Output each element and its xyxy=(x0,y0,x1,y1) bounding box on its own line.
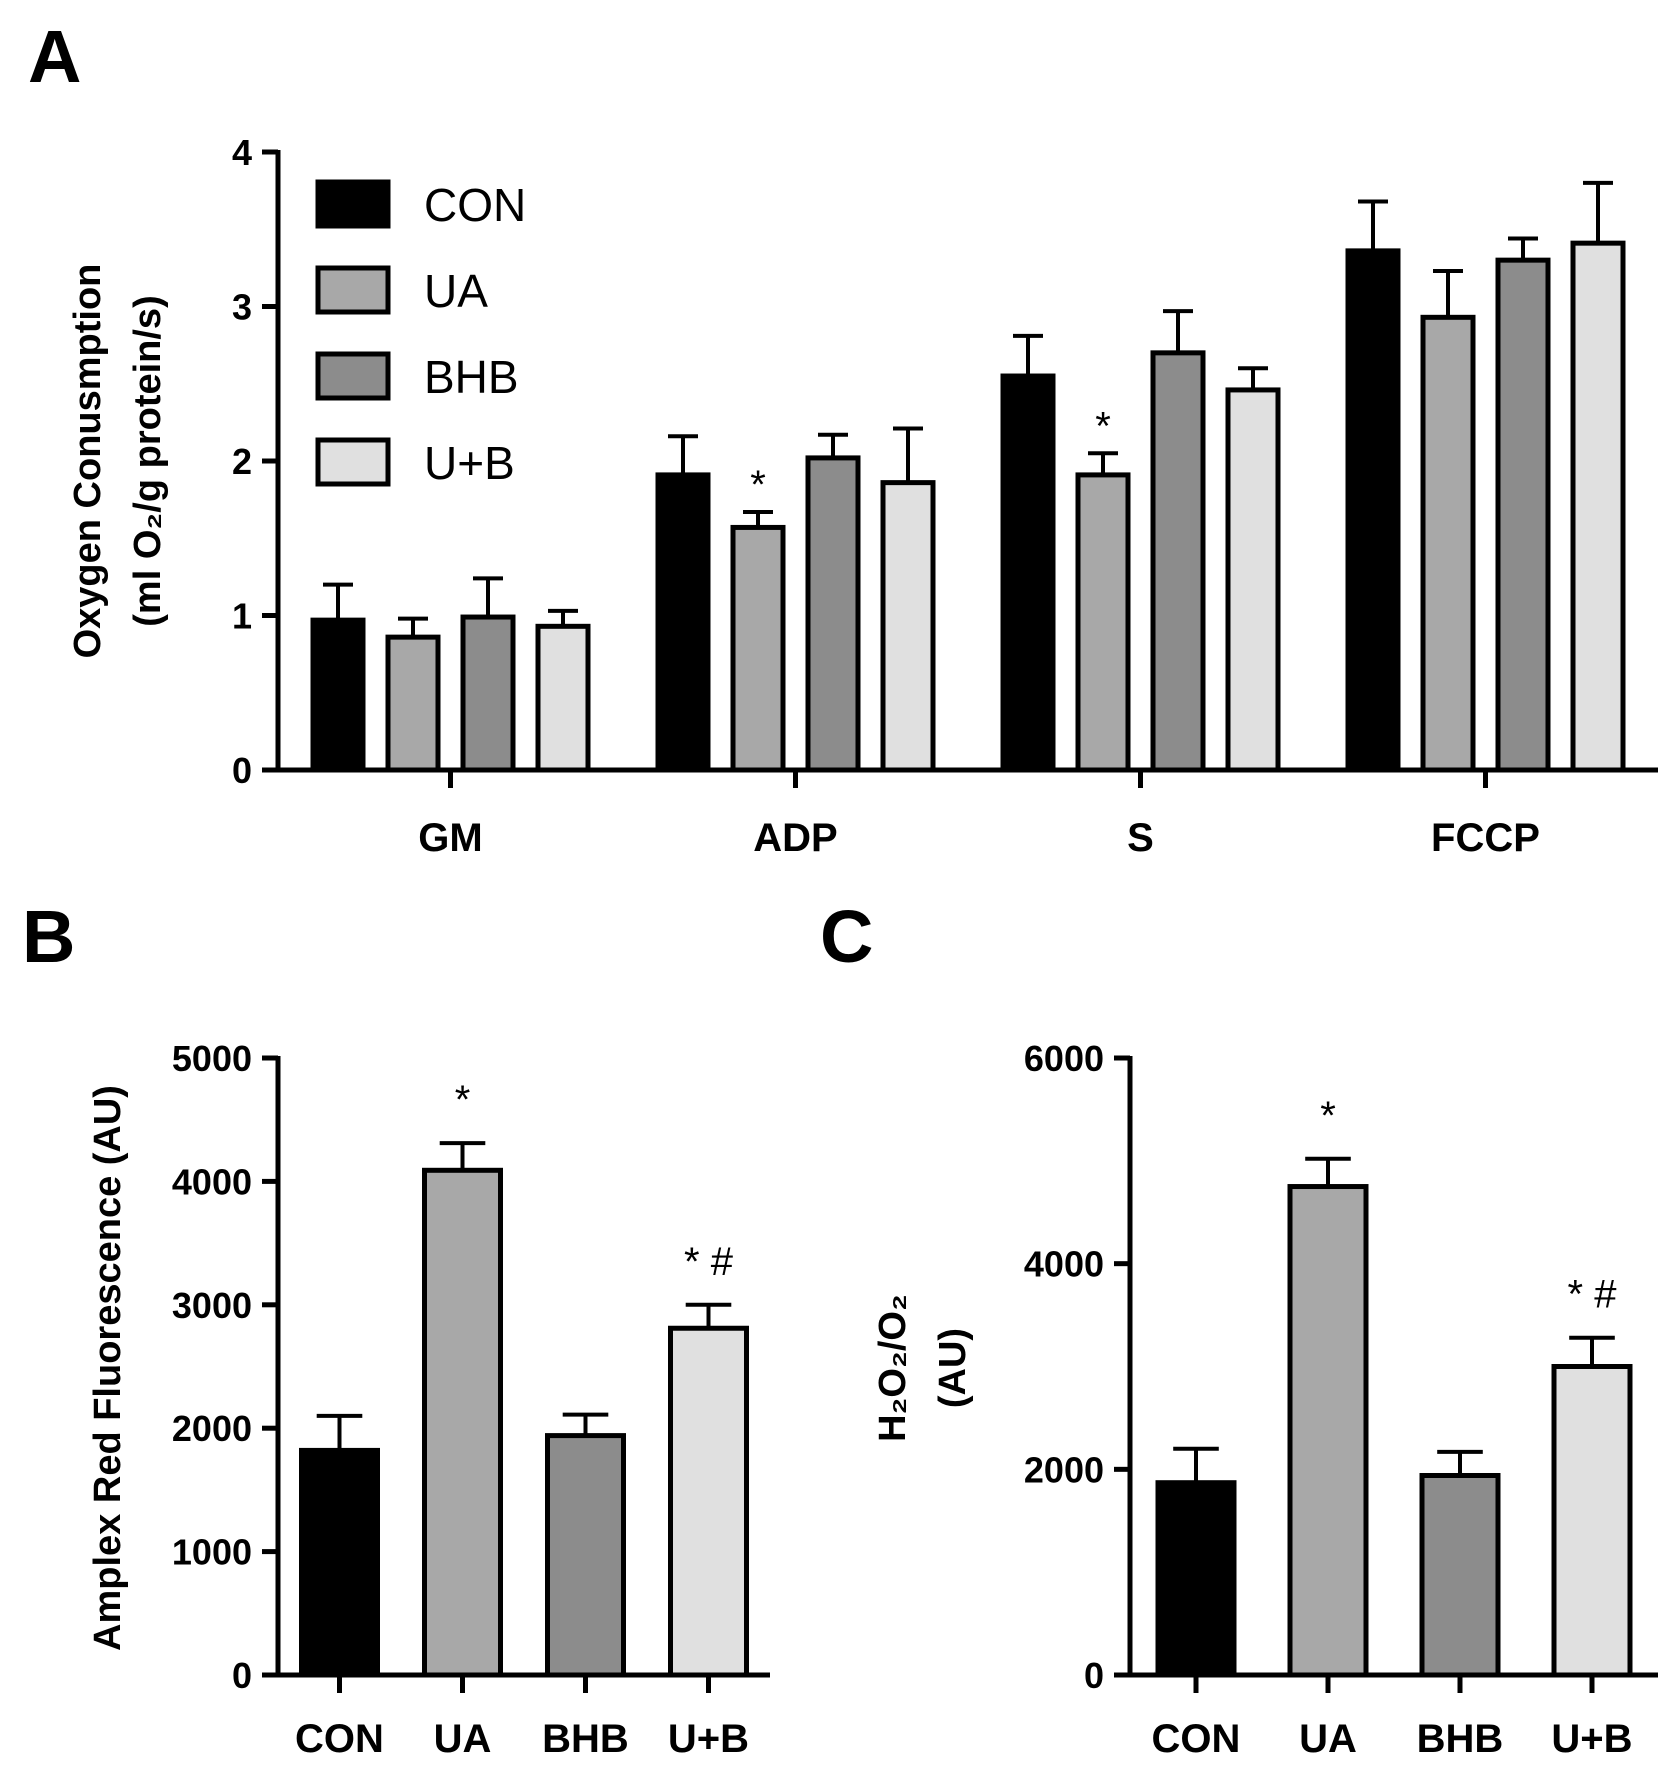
x-category-label: CON xyxy=(295,1717,384,1761)
x-category-label: BHB xyxy=(1417,1717,1504,1761)
bar xyxy=(1287,1184,1369,1678)
significance-marker: * # xyxy=(1568,1273,1618,1317)
bar xyxy=(460,614,516,773)
y-tick-label: 4 xyxy=(232,132,252,173)
x-category-label: UA xyxy=(1299,1717,1357,1761)
y-tick-label: 4000 xyxy=(1024,1244,1104,1285)
panel-letter: A xyxy=(28,15,81,98)
legend-swatch xyxy=(315,179,391,229)
bar xyxy=(668,1325,749,1678)
x-category-label: U+B xyxy=(668,1717,749,1761)
panel-letter: B xyxy=(22,895,75,978)
y-tick-label: 2000 xyxy=(172,1408,252,1449)
x-category-label: S xyxy=(1127,816,1154,860)
y-tick-label: 0 xyxy=(232,1655,252,1696)
panel-a-chart: A 0 1 2 3 4 Oxygen Conusmption (ml O₂/g protein… xyxy=(28,15,1658,860)
y-tick-label: 1 xyxy=(232,596,252,637)
bar xyxy=(1345,248,1401,773)
legend-swatch xyxy=(315,437,391,487)
bar xyxy=(310,617,366,773)
panel-letter: C xyxy=(820,895,873,978)
significance-marker: * # xyxy=(684,1240,734,1284)
legend-label: U+B xyxy=(424,437,515,489)
y-tick-label: 2000 xyxy=(1024,1449,1104,1490)
significance-marker: * xyxy=(1320,1094,1336,1138)
bar xyxy=(655,472,711,773)
x-category-label: ADP xyxy=(753,816,837,860)
significance-marker: * xyxy=(1095,404,1111,448)
y-tick-label: 2 xyxy=(232,441,252,482)
y-axis-title: (AU) xyxy=(932,1328,974,1408)
panel-b-chart: B 0 1000 2000 3000 4000 5000 Amplex Red Fluores… xyxy=(22,895,770,1761)
bar xyxy=(535,623,591,773)
bar xyxy=(805,455,861,773)
bar xyxy=(1570,240,1626,773)
legend-swatch xyxy=(315,351,391,401)
y-tick-label: 1000 xyxy=(172,1532,252,1573)
bar xyxy=(1000,373,1056,773)
y-tick-label: 4000 xyxy=(172,1161,252,1202)
x-category-label: CON xyxy=(1152,1717,1241,1761)
bar xyxy=(1155,1480,1237,1678)
bar xyxy=(1150,350,1206,773)
bar xyxy=(299,1447,380,1678)
y-tick-label: 0 xyxy=(232,750,252,791)
y-tick-label: 5000 xyxy=(172,1038,252,1079)
bar xyxy=(1075,472,1131,773)
bar xyxy=(1551,1364,1633,1678)
y-axis-title: H₂O₂/O₂ xyxy=(872,1294,914,1442)
panel-c-chart: C 0 2000 4000 6000 H₂O₂/O₂ (AU) CON UA * BHB U+B * # xyxy=(820,895,1658,1761)
y-axis-title: Amplex Red Fluorescence (AU) xyxy=(87,1085,129,1651)
x-category-label: FCCP xyxy=(1431,816,1540,860)
significance-marker: * xyxy=(455,1078,471,1122)
y-tick-label: 3 xyxy=(232,287,252,328)
y-tick-label: 0 xyxy=(1084,1655,1104,1696)
y-axis-title: (ml O₂/g protein/s) xyxy=(127,295,169,626)
legend-swatch xyxy=(315,265,391,315)
bar xyxy=(545,1433,626,1678)
x-category-label: U+B xyxy=(1551,1717,1632,1761)
bar xyxy=(1495,257,1551,773)
x-category-label: BHB xyxy=(542,1717,629,1761)
bar xyxy=(1225,387,1281,773)
y-tick-label: 6000 xyxy=(1024,1038,1104,1079)
bar xyxy=(1420,314,1476,773)
significance-marker: * xyxy=(750,463,766,507)
bar xyxy=(422,1167,503,1678)
bar xyxy=(1419,1473,1501,1678)
y-tick-label: 3000 xyxy=(172,1285,252,1326)
y-axis-title: Oxygen Conusmption xyxy=(67,264,109,659)
bar xyxy=(730,524,786,773)
legend-label: CON xyxy=(424,179,526,231)
x-category-label: GM xyxy=(418,816,482,860)
legend-label: UA xyxy=(424,265,488,317)
legend-label: BHB xyxy=(424,351,519,403)
bar xyxy=(880,480,936,773)
x-category-label: UA xyxy=(434,1717,492,1761)
bar xyxy=(385,634,441,773)
